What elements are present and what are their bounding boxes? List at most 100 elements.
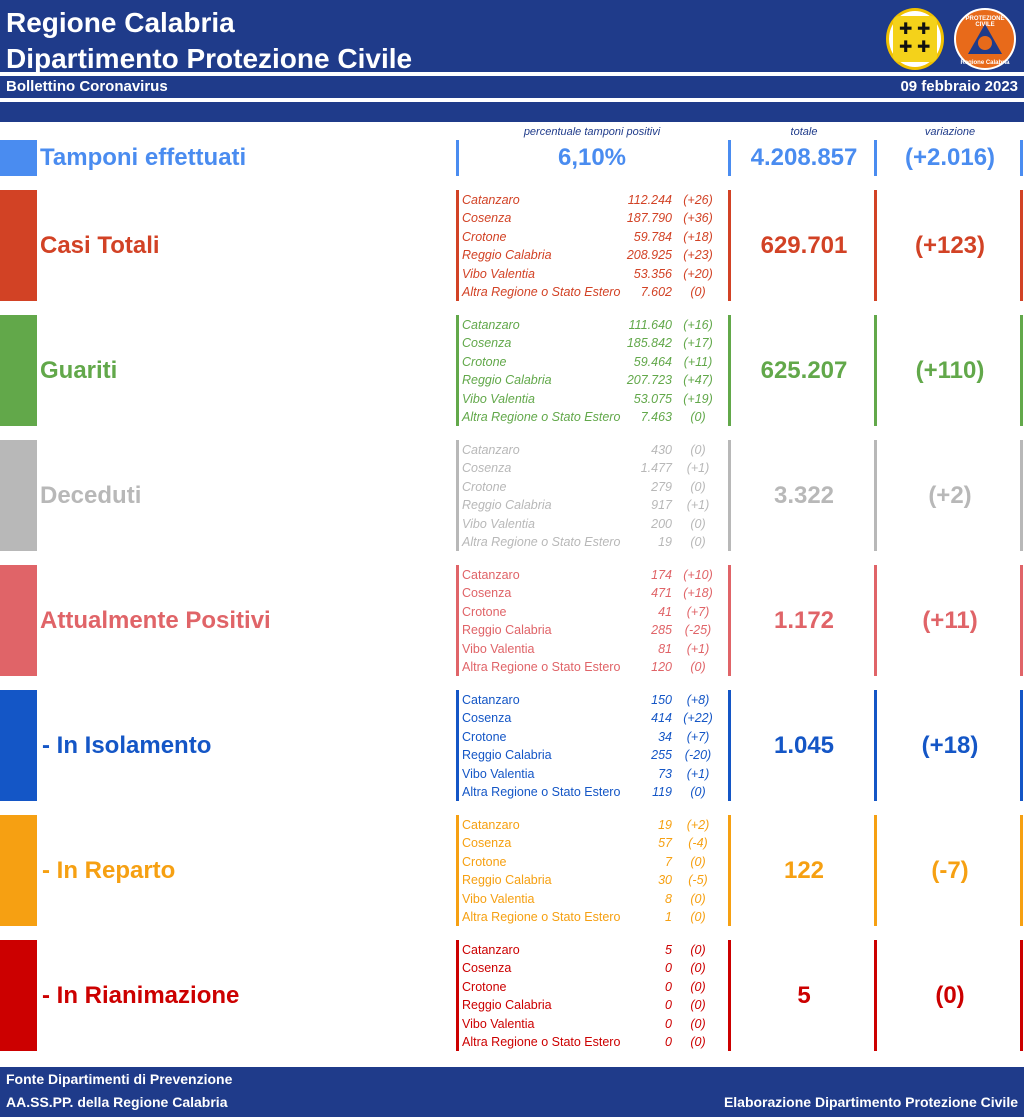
province-delta: (-5) xyxy=(688,873,708,888)
province-value: 41 xyxy=(658,604,672,619)
in-isolamento-label: - In Isolamento xyxy=(42,732,212,759)
province-value: 150 xyxy=(651,693,672,707)
deceduti-swatch xyxy=(0,440,37,551)
province-value: 19 xyxy=(658,818,672,832)
tamponi-percent: 6,10% xyxy=(557,144,627,171)
province-delta: (0) xyxy=(690,784,706,799)
divider-line xyxy=(728,690,731,801)
breakdown-row: Reggio Calabria 207.723 (+47) xyxy=(462,371,720,389)
breakdown-row: Vibo Valentia 0 (0) xyxy=(462,1015,720,1033)
breakdown-row: Cosenza 187.790 (+36) xyxy=(462,209,720,227)
province-delta: (-20) xyxy=(684,748,712,763)
province-delta: (0) xyxy=(690,443,706,457)
province-name: Catanzaro xyxy=(462,193,520,207)
breakdown-row: Reggio Calabria 30 (-5) xyxy=(462,871,720,889)
province-value: 81 xyxy=(658,641,672,656)
province-delta: (0) xyxy=(690,961,706,976)
province-delta: (+7) xyxy=(686,729,710,744)
breakdown-row: Altra Regione o Stato Estero 7.463 (0) xyxy=(462,408,720,426)
province-delta: (0) xyxy=(690,891,706,906)
province-name: Crotone xyxy=(462,354,507,369)
divider-line xyxy=(874,940,877,1051)
header-divider-bar xyxy=(0,102,1024,122)
divider-line xyxy=(456,690,459,801)
province-delta: (0) xyxy=(690,659,706,674)
province-name: Crotone xyxy=(462,729,507,744)
breakdown-row: Altra Regione o Stato Estero 7.602 (0) xyxy=(462,283,720,301)
province-delta: (+1) xyxy=(686,498,710,513)
province-name: Crotone xyxy=(462,604,507,619)
total-column-header: totale xyxy=(790,126,818,138)
breakdown-row: Crotone 7 (0) xyxy=(462,853,720,871)
breakdown-row: Altra Regione o Stato Estero 1 (0) xyxy=(462,908,720,926)
province-delta: (0) xyxy=(690,854,706,869)
province-delta: (+22) xyxy=(683,711,713,726)
province-value: 7 xyxy=(665,854,672,869)
province-delta: (-4) xyxy=(688,836,708,851)
province-name: Crotone xyxy=(462,479,507,494)
province-name: Reggio Calabria xyxy=(462,373,552,388)
breakdown-row: Reggio Calabria 208.925 (+23) xyxy=(462,246,720,264)
breakdown-row: Altra Regione o Stato Estero 0 (0) xyxy=(462,1033,720,1051)
casi-totali-label: Casi Totali xyxy=(40,232,160,259)
province-name: Altra Regione o Stato Estero xyxy=(462,659,621,674)
divider-line xyxy=(456,815,459,926)
attualmente-positivi-swatch xyxy=(0,565,37,676)
attualmente-positivi-label: Attualmente Positivi xyxy=(40,607,271,634)
province-delta: (+23) xyxy=(683,248,713,263)
province-delta: (+11) xyxy=(683,354,713,369)
province-delta: (0) xyxy=(690,998,706,1013)
in-reparto-breakdown: Catanzaro 19 (+2) Cosenza 57 (-4) Crotone 7 (0) R… xyxy=(462,816,720,926)
province-value: 279 xyxy=(651,479,672,494)
footer-credit: Elaborazione Dipartimento Protezione Civ… xyxy=(723,1094,1018,1110)
in-rianimazione-swatch xyxy=(0,940,37,1051)
in-reparto-label: - In Reparto xyxy=(42,857,176,884)
divider-line xyxy=(728,140,731,176)
divider-line xyxy=(1020,440,1023,551)
in-reparto-swatch xyxy=(0,815,37,926)
divider-line xyxy=(874,815,877,926)
breakdown-row: Crotone 34 (+7) xyxy=(462,728,720,746)
province-delta: (+8) xyxy=(686,693,710,707)
breakdown-row: Vibo Valentia 53.356 (+20) xyxy=(462,265,720,283)
province-delta: (+1) xyxy=(686,641,710,656)
province-name: Reggio Calabria xyxy=(462,998,552,1013)
deceduti-breakdown: Catanzaro 430 (0) Cosenza 1.477 (+1) Crotone 27… xyxy=(462,441,720,551)
protezione-civile-logo-icon: PROTEZIONE CIVILE Regione Calabria xyxy=(954,8,1016,70)
breakdown-row: Vibo Valentia 200 (0) xyxy=(462,515,720,533)
province-name: Altra Regione o Stato Estero xyxy=(462,284,621,299)
breakdown-row: Altra Regione o Stato Estero 120 (0) xyxy=(462,658,720,676)
province-delta: (0) xyxy=(690,1016,706,1031)
province-name: Altra Regione o Stato Estero xyxy=(462,909,621,924)
header-banner: Regione Calabria Dipartimento Protezione… xyxy=(0,0,1024,74)
in-reparto-delta: (-7) xyxy=(931,857,969,884)
footer-source-line1: Fonte Dipartimenti di Prevenzione xyxy=(6,1071,233,1087)
breakdown-row: Cosenza 185.842 (+17) xyxy=(462,334,720,352)
province-delta: (+20) xyxy=(683,266,713,281)
attualmente-positivi-total: 1.172 xyxy=(773,607,835,634)
province-delta: (+16) xyxy=(683,318,713,332)
deceduti-total: 3.322 xyxy=(773,482,835,509)
breakdown-row: Catanzaro 5 (0) xyxy=(462,941,720,959)
attualmente-positivi-breakdown: Catanzaro 174 (+10) Cosenza 471 (+18) Crotone 4… xyxy=(462,566,720,676)
footer-bar: Fonte Dipartimenti di Prevenzione AA.SS.… xyxy=(0,1067,1024,1117)
province-name: Cosenza xyxy=(462,961,512,976)
province-value: 917 xyxy=(651,498,672,513)
province-name: Reggio Calabria xyxy=(462,873,552,888)
divider-line xyxy=(456,190,459,301)
casi-totali-breakdown: Catanzaro 112.244 (+26) Cosenza 187.790 (+36)… xyxy=(462,191,720,301)
province-delta: (0) xyxy=(690,479,706,494)
variation-column-header: variazione xyxy=(924,126,976,138)
province-delta: (+47) xyxy=(683,373,713,388)
deceduti-delta: (+2) xyxy=(928,482,972,509)
province-name: Catanzaro xyxy=(462,443,520,457)
province-delta: (+18) xyxy=(683,229,713,244)
breakdown-row: Altra Regione o Stato Estero 119 (0) xyxy=(462,783,720,801)
breakdown-row: Vibo Valentia 73 (+1) xyxy=(462,765,720,783)
province-value: 57 xyxy=(658,836,672,851)
province-name: Catanzaro xyxy=(462,318,520,332)
divider-line xyxy=(874,440,877,551)
province-name: Cosenza xyxy=(462,461,512,476)
province-delta: (0) xyxy=(690,284,706,299)
breakdown-row: Catanzaro 174 (+10) xyxy=(462,566,720,584)
